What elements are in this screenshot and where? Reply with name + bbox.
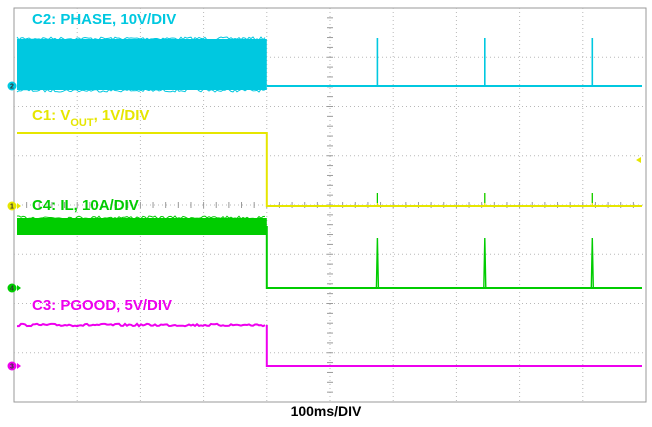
channel-labels: C2: PHASE, 10V/DIV C1: VOUT, 1V/DIV C4: … xyxy=(32,11,176,314)
label-c4: C4: IL, 10A/DIV xyxy=(32,197,139,214)
trace-c3-low xyxy=(265,325,642,367)
trace-c2-top-noise xyxy=(16,36,266,41)
trace-c1 xyxy=(17,132,642,207)
label-scale: 10A/DIV xyxy=(82,197,139,214)
grid xyxy=(13,7,647,403)
marker-c4: 4 xyxy=(7,283,21,293)
marker-number: 2 xyxy=(10,84,14,91)
label-scale: , 1V/DIV xyxy=(94,107,150,124)
marker-arrow xyxy=(17,83,21,89)
trace-c2-switching xyxy=(17,39,267,90)
marker-number: 1 xyxy=(10,204,14,211)
label-c3: C3: PGOOD, 5V/DIV xyxy=(32,297,172,314)
label-text: C3: PGOOD, xyxy=(32,297,125,314)
marker-number: 4 xyxy=(10,286,14,293)
marker-c2: 2 xyxy=(7,81,21,91)
trace-c4-top-noise xyxy=(17,215,266,220)
label-text: C1: V xyxy=(32,107,70,124)
marker-c3: 3 xyxy=(7,361,21,371)
traces xyxy=(16,36,642,367)
marker-dot xyxy=(7,201,17,211)
trace-c4-off xyxy=(265,226,642,289)
marker-arrow xyxy=(17,203,21,209)
label-text: C2: PHASE, xyxy=(32,11,120,28)
label-scale: 10V/DIV xyxy=(120,11,176,28)
channel-markers: 2 1 4 3 xyxy=(7,81,641,371)
label-text: C4: IL, xyxy=(32,197,82,214)
marker-c1: 1 xyxy=(7,201,21,211)
label-subscript: OUT xyxy=(70,117,94,129)
trace-c2-bottom-noise xyxy=(16,88,266,93)
trigger-level-marker xyxy=(636,157,641,163)
marker-arrow xyxy=(17,285,21,291)
trace-c4-hiccup-pulse xyxy=(483,237,487,289)
label-c1: C1: VOUT, 1V/DIV xyxy=(32,107,149,129)
marker-arrow xyxy=(17,363,21,369)
trace-c4-ripple xyxy=(17,218,267,235)
marker-number: 3 xyxy=(10,364,14,371)
marker-dot xyxy=(7,81,17,91)
trace-c3-high xyxy=(17,322,266,328)
x-axis-label: 100ms/DIV xyxy=(290,403,362,419)
marker-dot xyxy=(7,361,17,371)
marker-dot xyxy=(7,283,17,293)
trace-c4-hiccup-pulse xyxy=(375,237,380,289)
trace-c4-hiccup-pulse xyxy=(590,237,594,289)
label-scale: 5V/DIV xyxy=(125,297,173,314)
label-c2: C2: PHASE, 10V/DIV xyxy=(32,11,176,28)
